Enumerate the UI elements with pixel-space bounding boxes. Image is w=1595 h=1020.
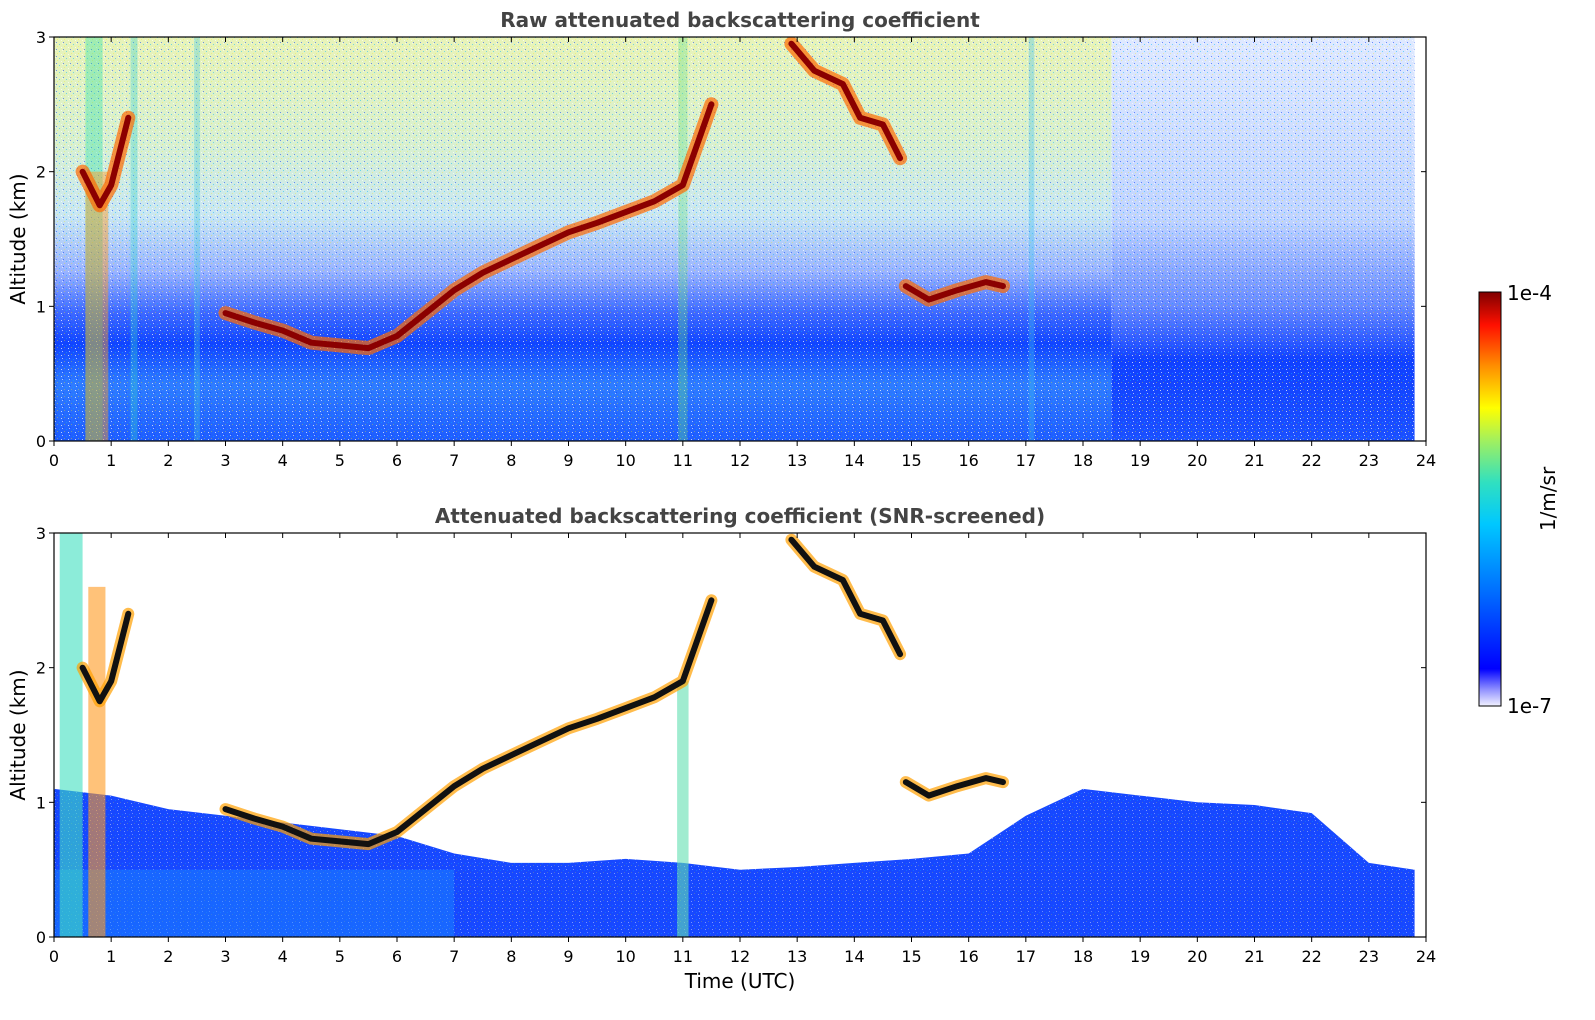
top-panel-y-label: Altitude (km) <box>6 173 30 304</box>
y-tick-label: 0 <box>36 432 46 451</box>
x-tick-label: 7 <box>449 947 459 966</box>
bottom-panel-y-ticks: 0 1 2 3 <box>36 524 1426 947</box>
top-panel-y-ticks: 0 1 2 3 <box>36 28 1426 451</box>
x-tick-label: 14 <box>844 451 864 470</box>
x-tick-label: 18 <box>1073 947 1093 966</box>
y-tick-label: 3 <box>36 28 46 47</box>
aerosol-plume <box>59 533 83 937</box>
aerosol-plume <box>678 37 688 441</box>
x-tick-label: 21 <box>1244 451 1264 470</box>
top-panel-heatmap <box>54 37 1415 441</box>
x-tick-label: 5 <box>335 451 345 470</box>
x-tick-label: 1 <box>106 451 116 470</box>
layer-boundary-layer-top <box>222 597 715 848</box>
aerosol-plume <box>85 37 103 441</box>
dense-aerosol-column <box>85 171 109 441</box>
x-tick-label: 7 <box>449 451 459 470</box>
x-tick-label: 11 <box>673 451 693 470</box>
x-tick-label: 5 <box>335 947 345 966</box>
raw-noise-texture <box>54 37 1415 441</box>
y-tick-label: 3 <box>36 524 46 543</box>
x-tick-label: 2 <box>163 451 173 470</box>
x-tick-label: 12 <box>730 947 750 966</box>
top-panel-plot <box>54 37 1426 441</box>
x-tick-label: 6 <box>392 947 402 966</box>
x-tick-label: 18 <box>1073 451 1093 470</box>
boundary-layer-aerosol <box>54 869 455 937</box>
x-tick-label: 14 <box>844 947 864 966</box>
x-tick-label: 0 <box>49 947 59 966</box>
x-tick-label: 12 <box>730 451 750 470</box>
colorbar: 1e-4 1e-7 1/m/sr <box>1478 281 1560 718</box>
x-tick-label: 23 <box>1359 947 1379 966</box>
colorbar-ramp <box>1478 291 1502 707</box>
x-tick-label: 24 <box>1416 947 1436 966</box>
y-tick-label: 0 <box>36 928 46 947</box>
x-tick-label: 17 <box>1016 947 1036 966</box>
layer-upper-cloud-13-14 <box>788 536 904 658</box>
x-tick-label: 16 <box>958 451 978 470</box>
x-tick-label: 17 <box>1016 451 1036 470</box>
layer-cloud-15-16 <box>902 775 1006 799</box>
colorbar-max-label: 1e-4 <box>1507 281 1552 305</box>
x-tick-label: 6 <box>392 451 402 470</box>
aerosol-plume <box>677 681 689 937</box>
colorbar-min-label: 1e-7 <box>1507 694 1552 718</box>
top-panel-title: Raw attenuated backscattering coefficien… <box>500 8 980 32</box>
bottom-panel-heatmap <box>54 533 1415 937</box>
x-tick-label: 10 <box>615 947 635 966</box>
y-tick-label: 1 <box>36 793 46 812</box>
x-tick-label: 4 <box>278 947 288 966</box>
layer-boundary-layer-top <box>222 101 715 352</box>
x-tick-label: 8 <box>506 451 516 470</box>
x-tick-label: 15 <box>901 947 921 966</box>
aerosol-plume <box>1028 37 1035 441</box>
x-tick-label: 23 <box>1359 451 1379 470</box>
x-tick-label: 22 <box>1301 947 1321 966</box>
top-panel-x-ticks: 0 1 2 3 4 5 6 7 8 9 10 11 12 13 14 15 16 17 18 19 20 21 22 23 24 <box>49 37 1436 470</box>
x-tick-label: 3 <box>220 947 230 966</box>
x-tick-label: 8 <box>506 947 516 966</box>
layer-early-cloud-0-1 <box>79 610 132 705</box>
x-tick-label: 15 <box>901 451 921 470</box>
x-tick-label: 13 <box>787 947 807 966</box>
y-tick-label: 2 <box>36 163 46 182</box>
valid-signal-texture <box>54 788 1415 937</box>
bottom-panel-plot <box>54 533 1426 937</box>
x-tick-label: 24 <box>1416 451 1436 470</box>
x-tick-label: 19 <box>1130 451 1150 470</box>
layer-cloud-15-16 <box>902 279 1006 303</box>
x-tick-label: 13 <box>787 451 807 470</box>
bottom-panel-x-label: Time (UTC) <box>684 969 796 993</box>
x-tick-label: 9 <box>563 451 573 470</box>
x-tick-label: 19 <box>1130 947 1150 966</box>
x-tick-label: 22 <box>1301 451 1321 470</box>
aerosol-plume <box>130 37 138 441</box>
top-panel-layers <box>75 37 1010 356</box>
x-tick-label: 20 <box>1187 451 1207 470</box>
layer-early-cloud-0-1 <box>79 114 132 209</box>
x-tick-label: 9 <box>563 947 573 966</box>
colorbar-unit-label: 1/m/sr <box>1536 466 1560 531</box>
bottom-panel-x-ticks: 0 1 2 3 4 5 6 7 8 9 10 11 12 13 14 15 16 17 18 19 20 21 22 23 24 <box>49 533 1436 966</box>
x-tick-label: 16 <box>958 947 978 966</box>
x-tick-label: 11 <box>673 947 693 966</box>
y-tick-label: 1 <box>36 297 46 316</box>
x-tick-label: 1 <box>106 947 116 966</box>
x-tick-label: 10 <box>615 451 635 470</box>
x-tick-label: 21 <box>1244 947 1264 966</box>
aerosol-plume <box>194 37 200 441</box>
x-tick-label: 4 <box>278 451 288 470</box>
x-tick-label: 3 <box>220 451 230 470</box>
x-tick-label: 0 <box>49 451 59 470</box>
layer-upper-cloud-13-14 <box>788 40 904 162</box>
bottom-panel-y-label: Altitude (km) <box>6 669 30 800</box>
bottom-panel-layers <box>76 533 1009 851</box>
bottom-panel-title: Attenuated backscattering coefficient (S… <box>435 504 1045 528</box>
x-tick-label: 20 <box>1187 947 1207 966</box>
aerosol-plume <box>88 586 106 937</box>
y-tick-label: 2 <box>36 659 46 678</box>
x-tick-label: 2 <box>163 947 173 966</box>
